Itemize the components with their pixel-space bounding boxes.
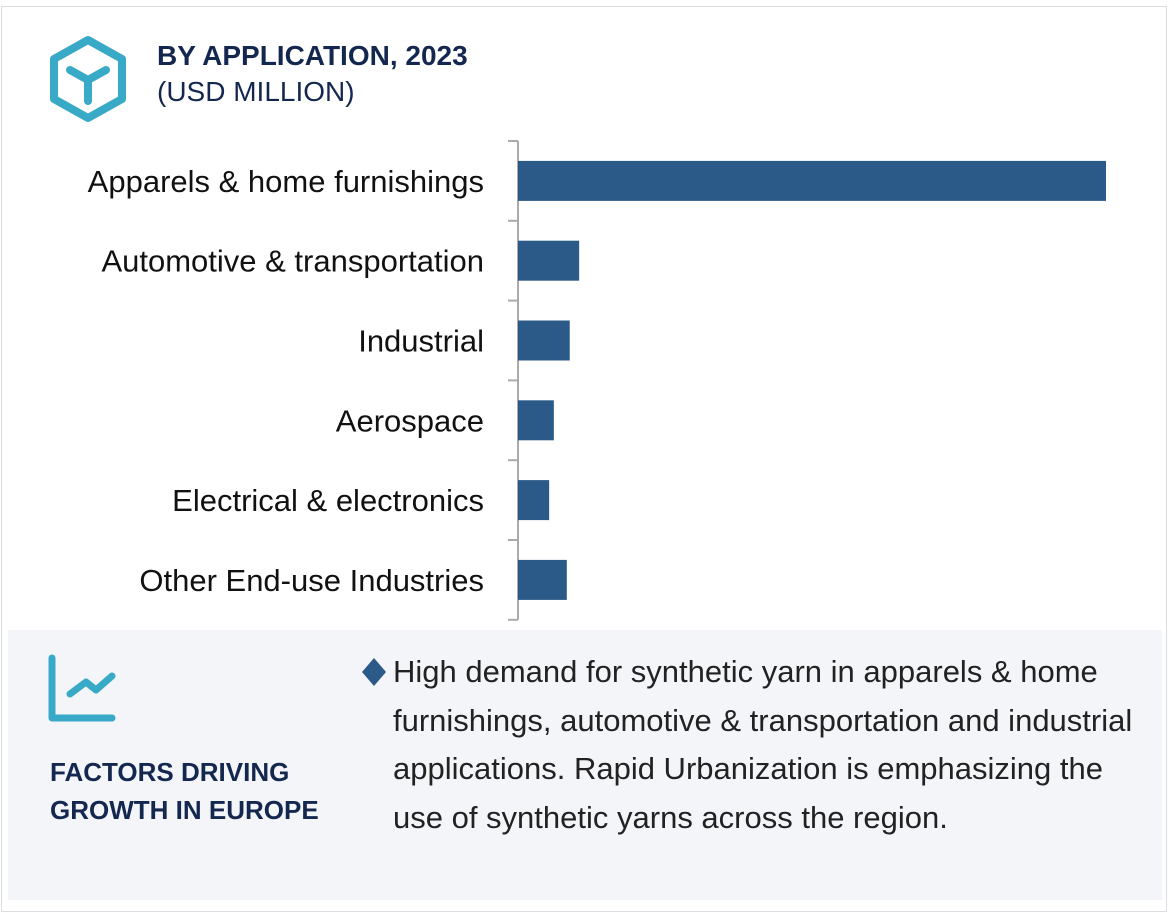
card-frame [1, 6, 1167, 912]
bar-chart: Apparels & home furnishings Automotive & … [88, 140, 1106, 621]
bar [518, 320, 570, 361]
bar [518, 240, 580, 281]
factors-heading: FACTORS DRIVING GROWTH IN EUROPE [50, 757, 319, 825]
category-label: Apparels & home furnishings [88, 164, 484, 199]
category-label: Electrical & electronics [172, 483, 484, 518]
hexagon-y-icon [50, 36, 126, 122]
bar [518, 559, 567, 600]
factors-panel [8, 630, 1162, 900]
category-label: Aerospace [336, 403, 484, 438]
category-label: Automotive & transportation [101, 244, 484, 279]
chart-title: BY APPLICATION, 2023 [157, 40, 468, 71]
bar [518, 160, 1106, 201]
category-label: Industrial [358, 324, 484, 359]
diamond-bullet-icon [362, 658, 386, 686]
chart-subtitle: (USD MILLION) [157, 76, 355, 107]
bar [518, 400, 554, 441]
line-chart-icon [48, 654, 116, 722]
bar [518, 480, 550, 521]
category-label: Other End-use Industries [139, 563, 484, 598]
factors-description: High demand for synthetic yarn in appare… [393, 654, 1133, 835]
